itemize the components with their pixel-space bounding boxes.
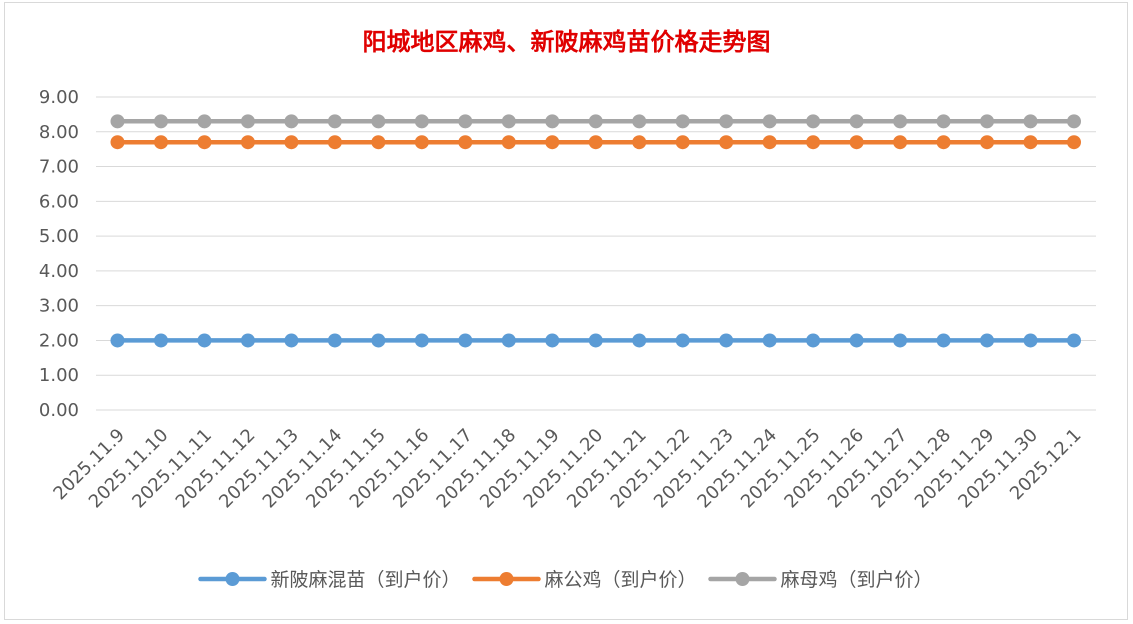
data-point [327,114,342,129]
data-point [893,114,908,129]
data-point [458,135,473,150]
data-point [719,135,734,150]
data-point [371,114,386,129]
chart-title: 阳城地区麻鸡、新陂麻鸡苗价格走势图 [362,27,771,56]
data-point [458,114,473,129]
data-point [197,333,212,348]
data-point [414,114,429,129]
data-point [675,333,690,348]
data-point [197,114,212,129]
y-tick-label: 3.00 [39,296,79,317]
y-tick-label: 5.00 [39,226,79,247]
data-point [675,135,690,150]
data-point [806,333,821,348]
data-point [327,135,342,150]
legend-label: 麻公鸡（到户价） [545,569,697,591]
legend-marker [735,572,750,586]
data-point [849,114,864,129]
data-point [240,333,255,348]
data-point [1023,333,1038,348]
data-point [849,135,864,150]
chart-area [4,2,1128,620]
y-tick-label: 8.00 [39,122,79,143]
y-tick-label: 0.00 [39,400,79,421]
data-point [110,135,125,150]
data-point [110,333,125,348]
y-tick-label: 4.00 [39,261,79,282]
data-point [719,114,734,129]
data-point [806,114,821,129]
data-point [545,333,560,348]
data-point [545,114,560,129]
data-point [327,333,342,348]
data-point [675,114,690,129]
data-point [110,114,125,129]
data-point [936,333,951,348]
data-point [762,333,777,348]
data-point [1067,114,1081,129]
data-point [849,333,864,348]
data-point [632,114,647,129]
legend-label: 新陂麻混苗（到户价） [271,569,461,591]
data-point [153,135,168,150]
data-point [762,114,777,129]
data-point [197,135,212,150]
data-point [588,114,603,129]
data-point [980,114,995,129]
data-point [371,135,386,150]
legend-marker [499,572,514,586]
data-point [240,135,255,150]
y-tick-label: 2.00 [39,330,79,351]
data-point [588,135,603,150]
data-point [980,135,995,150]
data-point [632,135,647,150]
data-point [284,135,299,150]
y-tick-label: 1.00 [39,365,79,386]
data-point [893,333,908,348]
data-point [240,114,255,129]
data-point [153,114,168,129]
data-point [284,114,299,129]
data-point [936,114,951,129]
data-point [980,333,995,348]
y-tick-label: 7.00 [39,157,79,178]
data-point [1067,135,1081,150]
legend-marker [225,572,240,586]
data-point [1023,135,1038,150]
y-tick-label: 9.00 [39,87,79,108]
data-point [806,135,821,150]
data-point [414,135,429,150]
data-point [501,135,516,150]
data-point [1067,333,1081,348]
data-point [545,135,560,150]
data-point [414,333,429,348]
data-point [893,135,908,150]
data-point [762,135,777,150]
data-point [501,333,516,348]
data-point [588,333,603,348]
legend-label: 麻母鸡（到户价） [781,569,933,591]
data-point [153,333,168,348]
data-point [719,333,734,348]
data-point [458,333,473,348]
data-point [501,114,516,129]
y-tick-label: 6.00 [39,191,79,212]
data-point [1023,114,1038,129]
data-point [371,333,386,348]
data-point [936,135,951,150]
data-point [632,333,647,348]
data-point [284,333,299,348]
